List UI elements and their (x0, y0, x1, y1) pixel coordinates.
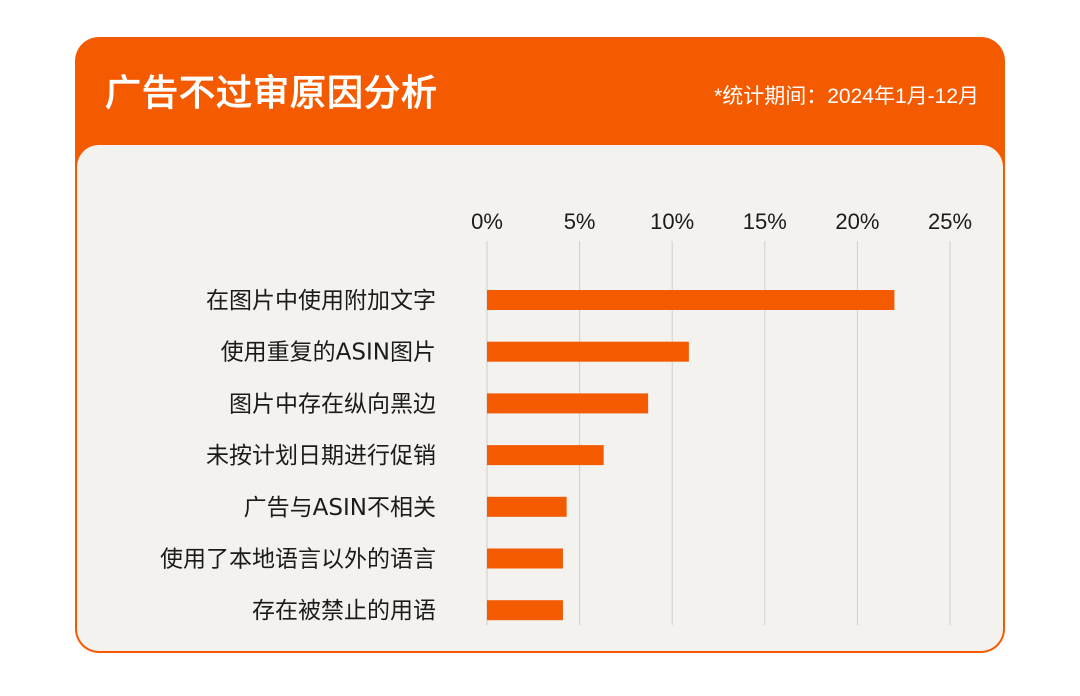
category-label: 广告与ASIN不相关 (244, 495, 436, 521)
statistics-period: *统计期间：2024年1月-12月 (714, 85, 979, 108)
category-label: 在图片中使用附加文字 (206, 288, 436, 314)
bar (487, 600, 563, 621)
x-tick-label: 0% (471, 209, 503, 234)
category-label: 存在被禁止的用语 (252, 598, 436, 624)
bar (487, 548, 563, 569)
bar (487, 393, 649, 414)
bar (487, 341, 689, 362)
category-label: 使用重复的ASIN图片 (221, 340, 436, 366)
x-tick-label: 10% (650, 209, 694, 234)
bar-chart: 0% 5% 10% 15% 20% 25% 在图片中使用附加文字使用重复的ASIN图片图片中… (160, 209, 972, 625)
chart-title: 广告不过审原因分析 (105, 72, 439, 113)
chart-card: 广告不过审原因分析 *统计期间：2024年1月-12月 0% 5% 10% 15% 20… (75, 37, 1005, 653)
x-tick-label: 20% (835, 209, 879, 234)
bar (487, 290, 895, 310)
x-tick-label: 5% (564, 209, 596, 234)
card-header: 广告不过审原因分析 *统计期间：2024年1月-12月 (75, 37, 1005, 145)
category-label: 未按计划日期进行促销 (206, 443, 436, 469)
x-tick-label: 15% (743, 209, 787, 234)
category-label: 使用了本地语言以外的语言 (160, 547, 436, 573)
x-tick-label: 25% (928, 209, 972, 234)
bar (487, 445, 604, 466)
category-label: 图片中存在纵向黑边 (229, 391, 436, 417)
chart-panel: 0% 5% 10% 15% 20% 25% 在图片中使用附加文字使用重复的ASIN图片图片中… (77, 145, 1003, 651)
bar (487, 496, 567, 517)
